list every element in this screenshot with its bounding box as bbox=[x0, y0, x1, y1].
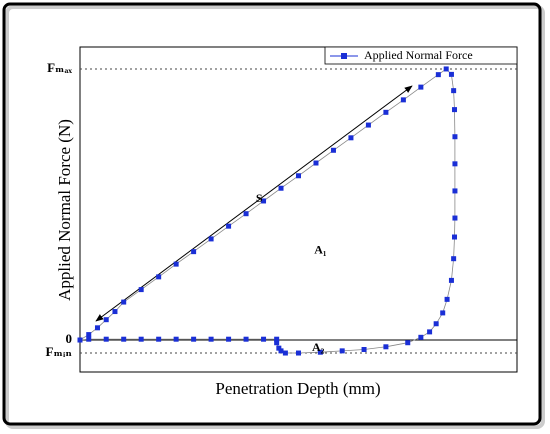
data-point bbox=[451, 256, 457, 262]
data-point bbox=[418, 334, 424, 340]
data-point bbox=[243, 211, 249, 217]
x-axis-label: Penetration Depth (mm) bbox=[215, 379, 380, 398]
data-point bbox=[274, 336, 280, 342]
data-point bbox=[440, 310, 446, 316]
annotation: S bbox=[256, 191, 263, 205]
data-point bbox=[103, 336, 109, 342]
data-point bbox=[405, 340, 411, 346]
data-point bbox=[452, 188, 458, 194]
data-point bbox=[435, 72, 441, 78]
data-point bbox=[208, 236, 214, 242]
data-point bbox=[443, 66, 449, 72]
data-point bbox=[173, 261, 179, 267]
data-point bbox=[317, 349, 323, 355]
data-point bbox=[348, 135, 354, 141]
data-point bbox=[452, 134, 458, 140]
y-tick-label: 0 bbox=[66, 331, 73, 346]
y-tick-label: Fₘₐₓ bbox=[47, 60, 72, 75]
frame bbox=[2, 2, 542, 426]
data-point bbox=[339, 348, 345, 354]
data-point bbox=[156, 336, 162, 342]
frame-shadow bbox=[5, 5, 545, 429]
legend: Applied Normal Force bbox=[324, 46, 518, 65]
data-point bbox=[400, 97, 406, 103]
data-point bbox=[191, 336, 197, 342]
legend-label: Applied Normal Force bbox=[364, 48, 473, 62]
data-point bbox=[452, 215, 458, 221]
plot-area bbox=[79, 46, 518, 373]
data-point bbox=[208, 336, 214, 342]
data-point bbox=[77, 337, 83, 343]
data-point bbox=[121, 299, 127, 305]
data-point bbox=[452, 234, 458, 240]
data-point bbox=[330, 147, 336, 153]
data-point bbox=[86, 332, 92, 338]
data-point bbox=[261, 198, 267, 204]
annotation: A₁ bbox=[314, 242, 327, 256]
annotation: A₂ bbox=[312, 340, 325, 354]
data-point bbox=[278, 185, 284, 191]
data-point bbox=[278, 348, 284, 354]
data-point bbox=[383, 344, 389, 350]
legend-marker bbox=[341, 53, 347, 59]
data-point bbox=[418, 84, 424, 90]
data-point bbox=[296, 350, 301, 356]
data-point bbox=[313, 160, 319, 166]
data-point bbox=[261, 336, 267, 342]
data-point bbox=[226, 223, 232, 229]
data-point bbox=[243, 336, 249, 342]
data-point bbox=[427, 329, 433, 335]
data-point bbox=[103, 317, 109, 323]
data-point bbox=[383, 109, 389, 115]
data-point bbox=[452, 107, 458, 113]
data-point bbox=[448, 277, 454, 283]
data-point bbox=[226, 336, 232, 342]
data-point bbox=[282, 350, 288, 356]
data-point bbox=[433, 321, 439, 327]
data-point bbox=[112, 309, 118, 315]
data-point bbox=[452, 161, 458, 167]
data-point bbox=[296, 173, 301, 179]
y-axis-label: Applied Normal Force (N) bbox=[55, 119, 74, 301]
data-point bbox=[276, 345, 282, 351]
data-point bbox=[173, 336, 179, 342]
data-point bbox=[365, 122, 371, 128]
data-point bbox=[448, 71, 454, 77]
data-point bbox=[138, 336, 144, 342]
slope-arrow bbox=[95, 85, 413, 322]
data-point bbox=[444, 296, 450, 302]
data-point bbox=[86, 336, 92, 342]
data-point bbox=[361, 347, 367, 353]
data-point bbox=[156, 274, 162, 280]
data-point bbox=[451, 88, 457, 94]
data-point bbox=[94, 325, 100, 331]
data-point bbox=[138, 287, 144, 293]
data-point bbox=[274, 340, 280, 346]
y-tick-label: Fₘᵢₙ bbox=[46, 344, 73, 359]
data-line bbox=[79, 68, 456, 354]
data-point bbox=[191, 249, 197, 255]
data-point bbox=[121, 336, 127, 342]
legend-box bbox=[324, 46, 518, 65]
